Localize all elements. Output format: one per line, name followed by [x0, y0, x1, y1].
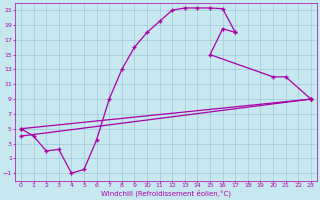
X-axis label: Windchill (Refroidissement éolien,°C): Windchill (Refroidissement éolien,°C)	[101, 190, 231, 197]
